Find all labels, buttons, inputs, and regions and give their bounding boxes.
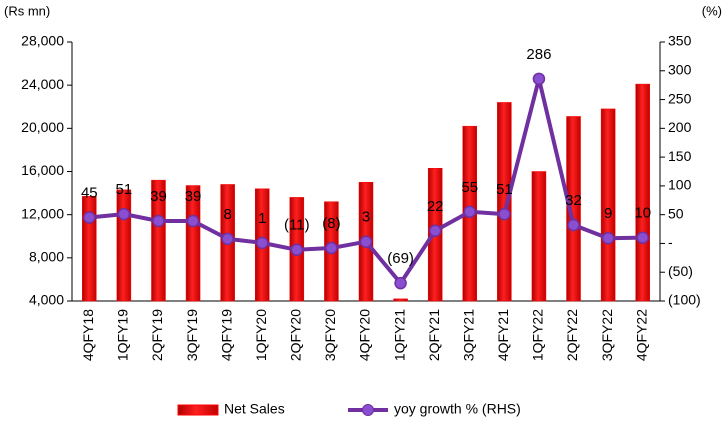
y-tick-label: 16,000 xyxy=(21,162,64,178)
x-tick-label: 4QFY22 xyxy=(633,309,649,361)
data-label: (69) xyxy=(387,250,414,267)
y2-tick-label: 350 xyxy=(668,33,692,49)
x-tick-label: 3QFY19 xyxy=(184,309,200,361)
x-tick-label: 2QFY21 xyxy=(426,309,442,361)
marker xyxy=(498,207,511,221)
bar xyxy=(497,102,512,302)
bar xyxy=(185,185,201,302)
marker xyxy=(394,276,407,290)
data-label: (11) xyxy=(284,217,310,234)
y-tick-label: 20,000 xyxy=(21,119,64,135)
x-tick-label: 4QFY21 xyxy=(495,309,511,361)
bar xyxy=(116,189,132,302)
legend-swatch xyxy=(177,404,219,416)
data-label: 10 xyxy=(634,205,651,222)
x-tick-label: 4QFY20 xyxy=(357,309,373,361)
x-tick-label: 4QFY18 xyxy=(80,309,96,361)
legend-label: Net Sales xyxy=(224,401,285,417)
marker xyxy=(221,232,234,246)
marker xyxy=(601,232,615,245)
data-label: 45 xyxy=(81,185,98,202)
x-tick-label: 3QFY20 xyxy=(322,309,338,361)
bar xyxy=(566,116,581,302)
x-tick-label: 1QFY22 xyxy=(530,309,546,361)
marker xyxy=(290,243,304,257)
y2-tick-label: 250 xyxy=(668,90,692,106)
data-label: 9 xyxy=(604,205,612,222)
marker xyxy=(532,72,546,86)
marker xyxy=(186,214,200,228)
data-label: 51 xyxy=(496,181,513,198)
marker xyxy=(152,214,165,228)
bar xyxy=(151,179,166,302)
y2-tick-label: 300 xyxy=(668,61,692,77)
y2-axis-title: (%) xyxy=(702,3,722,18)
y2-tick-label: 100 xyxy=(668,177,692,193)
x-tick-label: 4QFY19 xyxy=(218,309,234,361)
y-tick-label: 28,000 xyxy=(21,33,64,49)
bar xyxy=(635,83,650,302)
data-label: 286 xyxy=(526,46,551,63)
marker xyxy=(567,218,580,232)
data-label: (8) xyxy=(322,215,340,232)
marker xyxy=(117,207,131,221)
x-tick-label: 1QFY20 xyxy=(253,309,269,361)
marker xyxy=(325,241,338,255)
marker xyxy=(463,205,477,219)
legend-swatch xyxy=(362,404,374,416)
data-label: 22 xyxy=(427,198,444,215)
y2-tick-label: 50 xyxy=(668,205,684,221)
marker xyxy=(359,235,373,248)
x-tick-label: 3QFY22 xyxy=(599,309,615,361)
marker xyxy=(83,211,96,224)
marker xyxy=(428,224,442,238)
y-tick-label: 8,000 xyxy=(29,249,64,265)
data-label: 3 xyxy=(362,209,370,226)
x-tick-label: 1QFY21 xyxy=(391,309,407,361)
data-label: 39 xyxy=(185,188,202,205)
y-tick-label: 4,000 xyxy=(29,292,64,308)
x-tick-label: 2QFY20 xyxy=(288,309,304,361)
bar xyxy=(600,108,616,302)
y2-tick-label: 150 xyxy=(668,148,692,164)
y-tick-label: 24,000 xyxy=(21,76,64,92)
x-tick-label: 2QFY19 xyxy=(149,309,165,361)
legend-label: yoy growth % (RHS) xyxy=(394,401,521,417)
y2-tick-label: - xyxy=(668,234,673,250)
data-label: 51 xyxy=(116,181,133,198)
y-axis-title: (Rs mn) xyxy=(4,3,50,18)
data-label: 55 xyxy=(461,179,478,196)
y2-tick-label: (100) xyxy=(668,292,701,308)
data-label: 8 xyxy=(223,206,231,223)
bar xyxy=(393,298,408,302)
data-label: 32 xyxy=(565,192,582,209)
x-tick-label: 1QFY19 xyxy=(115,309,131,361)
x-tick-label: 2QFY22 xyxy=(564,309,580,361)
marker xyxy=(255,236,269,250)
y2-tick-label: (50) xyxy=(668,263,693,279)
y-tick-label: 12,000 xyxy=(21,205,64,221)
data-label: 39 xyxy=(150,188,167,205)
data-label: 1 xyxy=(258,210,266,227)
marker xyxy=(636,231,649,244)
x-tick-label: 3QFY21 xyxy=(460,309,476,361)
bar xyxy=(531,171,547,302)
y2-tick-label: 200 xyxy=(668,119,692,135)
